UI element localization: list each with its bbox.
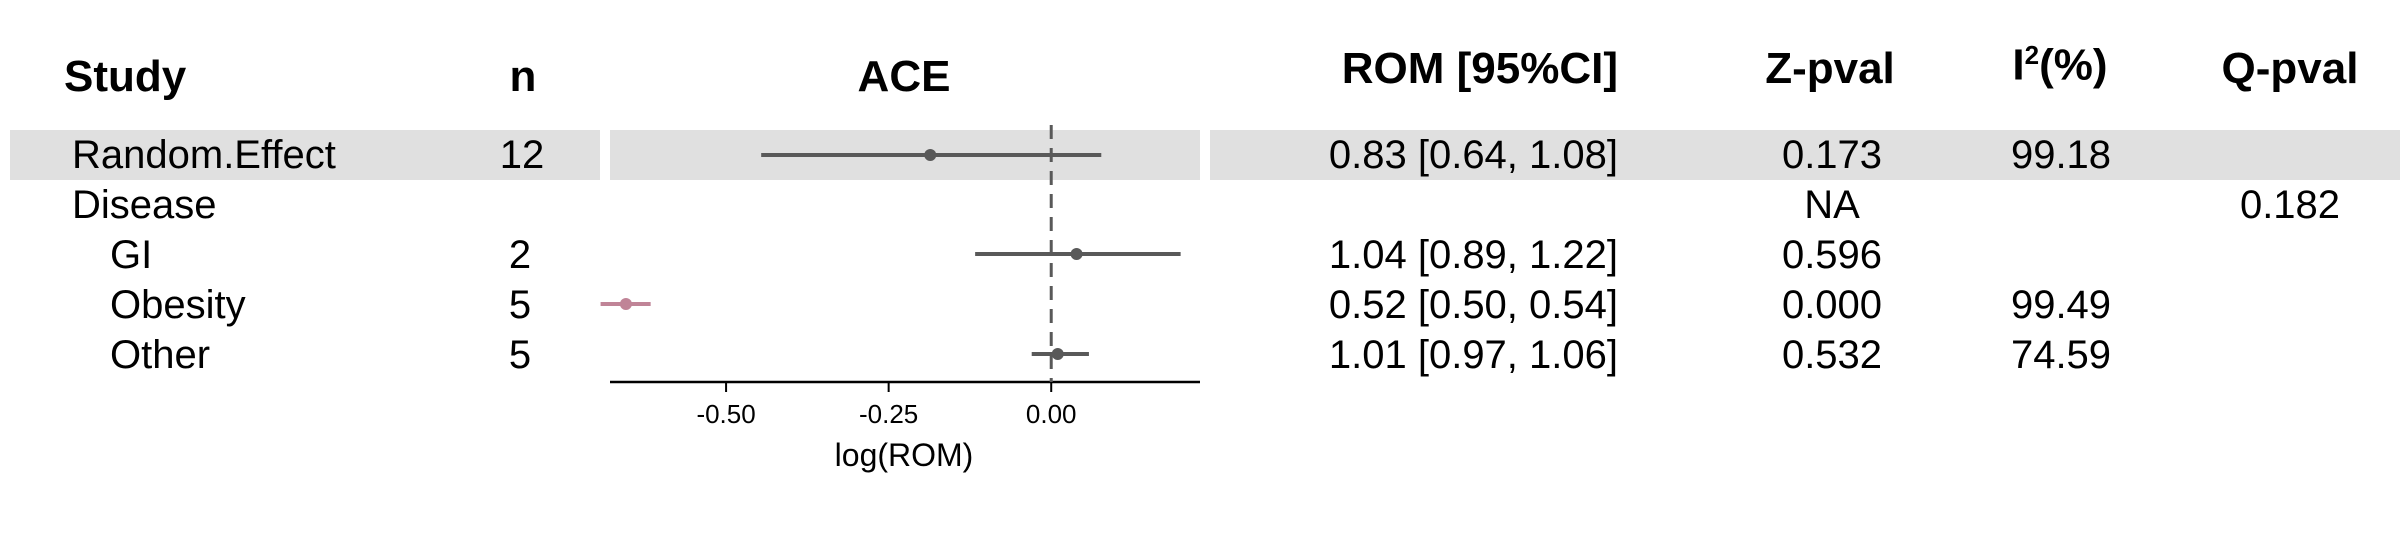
- row-n: 2: [508, 233, 532, 277]
- row-z-pval: 0.532: [1781, 333, 1883, 377]
- header-n: n: [509, 52, 537, 101]
- x-tick-label: -0.50: [696, 399, 755, 429]
- point-estimate: [924, 149, 937, 161]
- row-z-pval: NA: [1804, 183, 1860, 227]
- row-rom: 0.52 [0.50, 0.54]: [1328, 283, 1618, 327]
- row-n: 5: [508, 283, 532, 327]
- header-rom: ROM [95%CI]: [1341, 44, 1618, 93]
- row-i2: 99.18: [2010, 133, 2112, 177]
- row-n: 12: [499, 133, 545, 177]
- row-study-label: Disease: [72, 183, 217, 227]
- header-i2: I2(%): [2012, 40, 2108, 90]
- row-i2: 99.49: [2010, 283, 2112, 327]
- row-rom: 1.04 [0.89, 1.22]: [1328, 233, 1618, 277]
- row-z-pval: 0.000: [1781, 283, 1883, 327]
- x-tick-label: 0.00: [1026, 399, 1077, 429]
- row-study-label: GI: [110, 233, 153, 277]
- row-study-label: Obesity: [110, 283, 246, 327]
- point-estimate: [619, 298, 632, 310]
- point-estimate: [1051, 348, 1064, 360]
- row-n: 5: [508, 333, 532, 377]
- header-plot-title: ACE: [857, 52, 951, 101]
- highlight-band-left: [10, 130, 600, 180]
- row-study-label: Other: [110, 333, 211, 377]
- row-rom: 0.83 [0.64, 1.08]: [1328, 133, 1618, 177]
- x-tick-label: -0.25: [859, 399, 918, 429]
- header-q-pval: Q-pval: [2221, 44, 2359, 93]
- x-axis-label: log(ROM): [835, 437, 974, 473]
- header-study: Study: [64, 52, 187, 101]
- row-study-label: Random.Effect: [72, 133, 336, 177]
- row-z-pval: 0.173: [1781, 133, 1883, 177]
- row-i2: 74.59: [2010, 333, 2112, 377]
- row-rom: 1.01 [0.97, 1.06]: [1328, 333, 1618, 377]
- highlight-band-right: [1210, 130, 2400, 180]
- row-z-pval: 0.596: [1781, 233, 1883, 277]
- point-estimate: [1070, 248, 1083, 260]
- header-z-pval: Z-pval: [1765, 44, 1895, 93]
- row-q-pval: 0.182: [2239, 183, 2341, 227]
